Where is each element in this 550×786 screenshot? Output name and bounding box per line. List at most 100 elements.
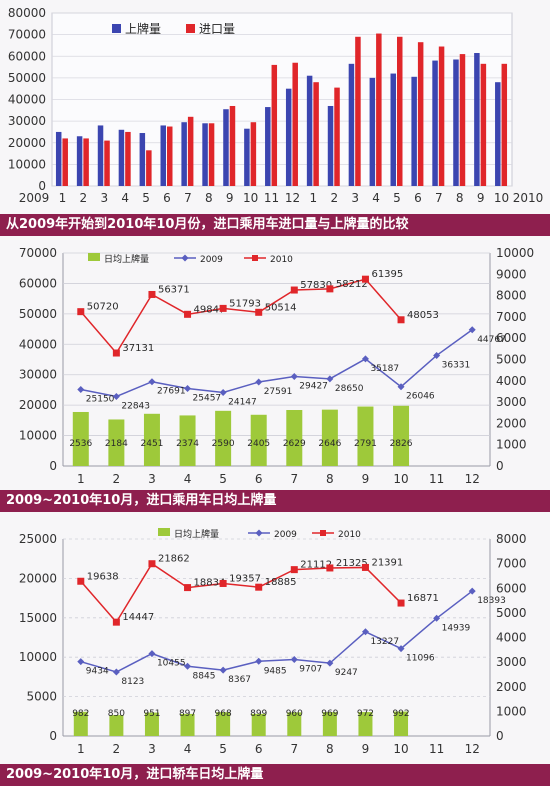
point-marker [397,645,405,653]
left-y-tick-label: 30000 [19,368,57,382]
legend-label: 2010 [270,255,293,265]
bar-data-label: 968 [215,709,232,719]
bar [411,76,417,186]
x-tick-label: 11 [429,742,444,756]
legend-marker [255,529,263,537]
x-tick-label: 6 [163,191,171,205]
bar [229,105,236,186]
legend-label: 日均上牌量 [104,253,149,265]
x-tick-label: 11 [429,472,444,486]
right-y-tick-label: 7000 [496,557,527,571]
sedan-daily-registration-chart: 0500010000150002000025000010002000300040… [19,528,527,756]
bar [390,73,396,186]
x-tick-label: 4 [372,191,380,205]
point-data-label: 21862 [158,554,190,565]
left-y-tick-label: 50000 [19,307,57,321]
bar [501,63,508,186]
point-marker [397,316,405,324]
point-data-label: 11096 [406,654,435,664]
point-data-label: 27691 [157,387,186,397]
right-y-tick-label: 7000 [496,310,527,324]
point-marker [255,657,263,665]
series-line [80,329,473,398]
series-line [80,562,402,624]
point-data-label: 18834 [194,578,226,589]
point-data-label: 19357 [229,573,261,584]
legend-marker [252,255,258,261]
x-tick-label: 8 [205,191,213,205]
bar [167,126,173,186]
x-tick-label: 10 [494,191,509,205]
legend-swatch [158,528,170,536]
point-marker [112,668,120,676]
bar [313,82,319,186]
daily-bar [144,712,159,736]
point-marker [326,564,334,572]
point-data-label: 22843 [121,401,150,411]
left-y-tick-label: 10000 [19,429,57,443]
x-tick-label: 1 [310,191,318,205]
bar [348,63,355,186]
daily-registration-chart: 0 10000 20000 30000 40000 50000 60000 70000 0 100… [19,246,534,486]
point-marker [148,378,156,386]
left-y-tick-label: 0 [49,729,57,743]
bar [181,122,187,186]
point-marker [433,351,441,359]
point-marker [290,286,298,294]
right-y-tick-label: 2000 [496,416,527,430]
bar [417,42,424,186]
bar [459,54,466,187]
bar [139,133,146,186]
point-data-label: 28650 [335,384,364,394]
bar [495,82,501,186]
x-tick-label: 10 [393,742,408,756]
daily-bar [322,712,337,736]
x-tick-label: 8 [326,472,334,486]
bar-data-label: 2405 [247,439,270,449]
chart1-title: 从2009年开始到2010年10月份，进口乘用车进口量与上牌量的比较 [0,214,550,236]
point-data-label: 14939 [442,623,471,633]
point-marker [77,385,85,393]
x-tick-label: 6 [255,742,263,756]
legend-label: 2009 [274,530,297,540]
right-y-tick-label: 3000 [496,655,527,669]
daily-registration-panel: 0 10000 20000 30000 40000 50000 60000 70000 0 100… [0,236,550,490]
bar [125,131,131,186]
x-tick-label: 7 [290,742,298,756]
point-marker [112,618,120,626]
bar [202,123,208,186]
bar-data-label: 960 [286,709,303,719]
x-tick-label: 8 [326,742,334,756]
bar [376,33,382,187]
bar-data-label: 2646 [318,439,341,449]
bar [104,140,110,186]
point-marker [326,375,334,383]
point-marker [290,656,298,664]
point-marker [397,599,405,607]
daily-bar [251,713,266,736]
bar [334,87,340,186]
y-tick-label: 40000 [8,93,46,107]
x-tick-label: 1 [59,191,67,205]
legend-label: 2009 [200,255,223,265]
year-label: 2009 [19,191,50,205]
point-marker [219,579,227,587]
daily-bar [321,409,338,466]
bar-data-label: 2451 [141,439,164,449]
point-data-label: 48053 [407,310,439,321]
legend-swatch [88,253,100,261]
point-data-label: 13227 [370,637,399,647]
point-marker [255,378,263,386]
right-y-tick-label: 10000 [496,246,534,260]
x-tick-label: 4 [184,472,192,486]
daily-bar [72,411,89,466]
bar-data-label: 2791 [354,439,377,449]
x-tick-label: 9 [362,742,370,756]
bar [62,138,68,186]
bar-data-label: 2536 [69,439,92,449]
y-tick-label: 50000 [8,71,46,85]
bar [327,105,334,186]
point-data-label: 35187 [370,364,399,374]
bar [146,150,152,186]
